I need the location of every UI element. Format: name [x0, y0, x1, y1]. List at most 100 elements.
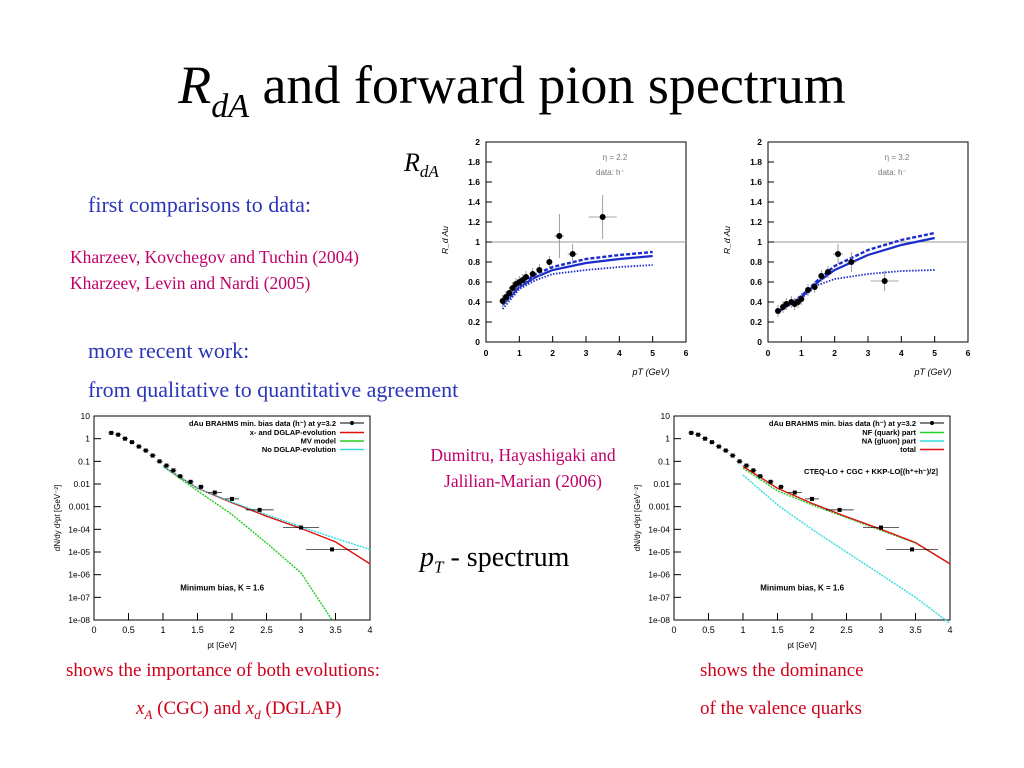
- x-tick-label: 4: [617, 348, 622, 358]
- y-axis-label: dN/dy d²pt [GeV⁻²]: [53, 485, 62, 551]
- x-tick-label: 1.5: [191, 625, 204, 635]
- x-tick-label: 1: [740, 625, 745, 635]
- y-tick-label: 1.8: [468, 157, 480, 167]
- legend-label: MV model: [301, 437, 336, 446]
- legend-title: dAu BRAHMS min. bias data (h⁻) at y=3.2: [769, 419, 916, 428]
- y-tick-label: 0.01: [653, 479, 670, 489]
- x-tick-label: 2.5: [840, 625, 853, 635]
- x-tick-label: 0: [484, 348, 489, 358]
- min-bias-annotation: Minimum bias, K = 1.6: [760, 584, 844, 593]
- x-tick-label: 5: [932, 348, 937, 358]
- data-point: [775, 308, 781, 314]
- x-tick-label: 4: [899, 348, 904, 358]
- caption-right-1: shows the dominance: [700, 660, 864, 681]
- y-tick-label: 0.4: [468, 297, 480, 307]
- legend-label: x- and DGLAP-evolution: [250, 428, 337, 437]
- y-tick-label: 1.2: [468, 217, 480, 227]
- x-tick-label: 0.5: [702, 625, 715, 635]
- x-tick-label: 3.5: [909, 625, 922, 635]
- data-point: [716, 444, 721, 449]
- data-annotation: data: h⁻: [878, 168, 907, 177]
- data-point: [157, 459, 162, 464]
- data-point: [164, 463, 169, 468]
- data-point: [689, 430, 694, 435]
- y-tick-label: 1e-08: [648, 615, 670, 625]
- y-tick-label: 1: [757, 237, 762, 247]
- model-curve-dotted: [501, 264, 653, 310]
- data-point: [109, 430, 114, 435]
- data-point: [744, 463, 749, 468]
- model-curve-dashed: [777, 231, 935, 313]
- data-point: [805, 287, 811, 293]
- data-point: [299, 525, 303, 530]
- caption-left-1: shows the importance of both evolutions:: [66, 660, 380, 681]
- y-tick-label: 0.1: [658, 456, 670, 466]
- y-tick-label: 1e-08: [68, 615, 90, 625]
- y-tick-label: 1: [665, 434, 670, 444]
- more-recent-work: more recent work:: [88, 338, 250, 363]
- data-point: [198, 484, 203, 489]
- data-point: [737, 459, 742, 464]
- data-point: [792, 490, 797, 495]
- data-point: [536, 267, 543, 273]
- y-tick-label: 0.2: [468, 317, 480, 327]
- x-tick-label: 0: [766, 348, 771, 358]
- rda-label: RdA: [404, 148, 439, 182]
- series-curve: [162, 465, 371, 551]
- y-tick-label: 0.4: [750, 297, 762, 307]
- legend-data-marker: [350, 421, 354, 425]
- x-tick-label: 0: [671, 625, 676, 635]
- y-tick-label: 1.2: [750, 217, 762, 227]
- data-point: [509, 285, 516, 291]
- data-point: [879, 525, 883, 530]
- legend-label: total: [900, 445, 916, 454]
- legend-label: NF (quark) part: [862, 428, 916, 437]
- rda-plot-eta32: 0 0.2 0.4 0.6 0.8 1 1.2 1.4 1.6 1.8 2 0 1 2 3 4 5 6 pT (Ge…: [722, 137, 971, 377]
- data-point: [848, 259, 855, 265]
- y-tick-label: 1e-05: [648, 547, 670, 557]
- x-tick-label: 1: [799, 348, 804, 358]
- x-tick-label: 0: [91, 625, 96, 635]
- data-point: [723, 448, 728, 453]
- y-tick-label: 1e-07: [648, 592, 670, 602]
- series-curve: [742, 474, 951, 625]
- data-point: [910, 547, 915, 552]
- caption-right-2: of the valence quarks: [700, 698, 862, 719]
- data-point: [709, 440, 714, 445]
- y-tick-label: 1e-07: [68, 592, 90, 602]
- x-tick-label: 1.5: [771, 625, 784, 635]
- x-tick-label: 6: [684, 348, 689, 358]
- y-tick-label: 0.001: [69, 502, 91, 512]
- data-point: [136, 444, 141, 449]
- y-tick-label: 0: [757, 337, 762, 347]
- min-bias-annotation: Minimum bias, K = 1.6: [180, 584, 264, 593]
- data-point: [837, 507, 842, 512]
- x-tick-label: 3: [298, 625, 303, 635]
- data-point: [150, 453, 155, 458]
- x-tick-label: 4: [947, 625, 952, 635]
- data-point: [129, 440, 134, 445]
- data-point: [768, 479, 773, 484]
- y-tick-label: 1e-06: [648, 570, 670, 580]
- data-point: [696, 432, 701, 437]
- y-tick-label: 0.001: [649, 502, 671, 512]
- data-point: [143, 448, 148, 453]
- y-tick-label: 1.4: [468, 197, 480, 207]
- data-point: [123, 436, 128, 441]
- x-tick-label: 3: [878, 625, 883, 635]
- first-comparisons: first comparisons to data:: [88, 192, 312, 217]
- y-tick-label: 10: [81, 411, 91, 421]
- y-tick-label: 1e-05: [68, 547, 90, 557]
- x-tick-label: 1: [517, 348, 522, 358]
- y-tick-label: 0.8: [468, 257, 480, 267]
- data-point: [881, 278, 888, 284]
- data-point: [798, 296, 805, 302]
- legend-title: dAu BRAHMS min. bias data (h⁻) at y=3.2: [189, 419, 336, 428]
- data-point: [546, 259, 553, 265]
- y-axis-label: dN/dy d²pt [GeV⁻²]: [633, 485, 642, 551]
- x-tick-label: 3.5: [329, 625, 342, 635]
- x-tick-label: 6: [966, 348, 971, 358]
- y-tick-label: 0.1: [78, 456, 90, 466]
- data-point: [818, 273, 825, 279]
- legend-label: NA (gluon) part: [862, 437, 917, 446]
